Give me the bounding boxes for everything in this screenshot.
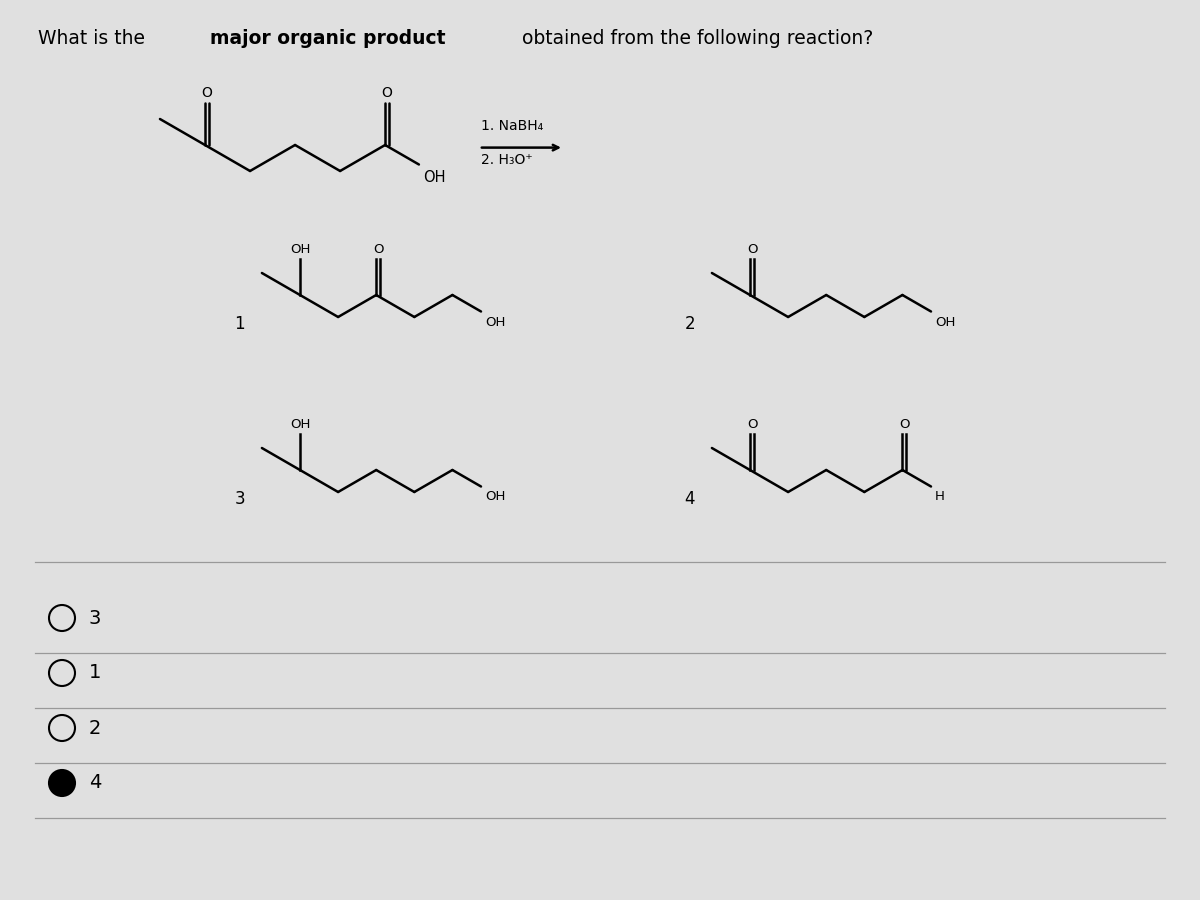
Text: O: O	[382, 86, 392, 100]
Text: O: O	[746, 243, 757, 256]
Text: OH: OH	[290, 418, 310, 431]
Text: OH: OH	[422, 170, 445, 185]
Text: OH: OH	[935, 316, 955, 328]
Text: O: O	[746, 418, 757, 431]
Text: 4: 4	[89, 773, 101, 793]
Text: O: O	[202, 86, 212, 100]
Text: 4: 4	[684, 490, 695, 508]
Text: OH: OH	[485, 316, 505, 328]
Text: 2. H₃O⁺: 2. H₃O⁺	[481, 153, 533, 166]
Text: OH: OH	[485, 491, 505, 503]
Text: 3: 3	[89, 608, 101, 627]
Text: 2: 2	[89, 718, 101, 737]
Text: 1: 1	[89, 663, 101, 682]
Text: 2: 2	[684, 315, 695, 333]
Text: O: O	[899, 418, 910, 431]
Text: What is the: What is the	[38, 29, 151, 48]
Text: OH: OH	[290, 243, 310, 256]
Text: major organic product: major organic product	[210, 29, 445, 48]
Text: 1. NaBH₄: 1. NaBH₄	[481, 119, 544, 132]
Text: 3: 3	[234, 490, 245, 508]
Circle shape	[49, 770, 74, 796]
Text: H: H	[935, 491, 944, 503]
Text: 1: 1	[234, 315, 245, 333]
Text: O: O	[373, 243, 384, 256]
Text: obtained from the following reaction?: obtained from the following reaction?	[516, 29, 874, 48]
